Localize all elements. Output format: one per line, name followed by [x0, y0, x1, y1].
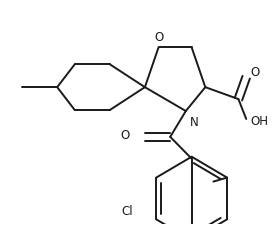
Text: Cl: Cl: [122, 204, 133, 217]
Text: O: O: [120, 129, 129, 142]
Text: O: O: [250, 65, 259, 78]
Text: OH: OH: [250, 115, 268, 128]
Text: N: N: [190, 115, 199, 128]
Text: O: O: [154, 31, 163, 44]
